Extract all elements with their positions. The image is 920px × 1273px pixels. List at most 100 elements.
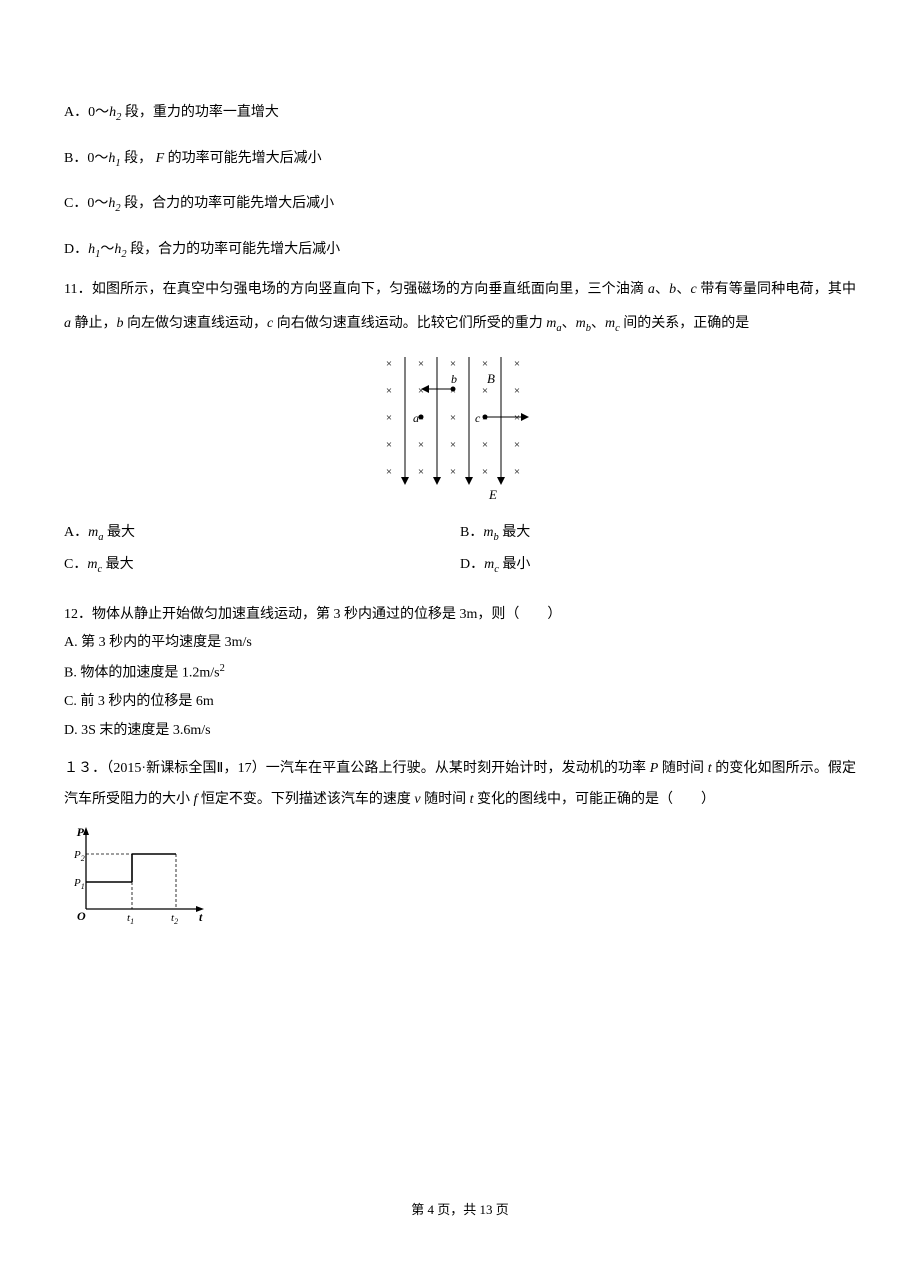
sep: 、 (676, 282, 690, 297)
sep: 、 (655, 282, 669, 297)
option-text: D． (64, 242, 88, 257)
svg-text:×: × (418, 466, 424, 478)
svg-text:×: × (514, 439, 520, 451)
q-num: 11． (64, 282, 92, 297)
svg-text:×: × (514, 385, 520, 397)
txt: 随时间 (658, 761, 707, 776)
q11-option-d: D．mc 最小 (460, 552, 856, 580)
svg-text:t2: t2 (171, 912, 178, 924)
var-m: m (483, 525, 493, 540)
power-time-graph: P P2 P1 O t1 t2 t (64, 824, 214, 924)
pre: C． (64, 557, 87, 572)
svg-text:×: × (482, 439, 488, 451)
tail: 最大 (104, 525, 136, 540)
xlabel: t (199, 910, 203, 924)
txt: 间的关系，正确的是 (620, 316, 750, 331)
svg-text:×: × (482, 385, 488, 397)
ylabel: P (77, 825, 85, 839)
pre: A． (64, 525, 88, 540)
q10-option-a: A．0～h2 段，重力的功率一直增大 (64, 100, 856, 128)
q12-option-a: A. 第 3 秒内的平均速度是 3m/s (64, 630, 856, 657)
svg-text:×: × (418, 358, 424, 370)
q13-figure: P P2 P1 O t1 t2 t (64, 824, 856, 935)
svg-text:×: × (450, 358, 456, 370)
q10-option-b: B．0～h1 段， F 的功率可能先增大后减小 (64, 146, 856, 174)
t1sub: 1 (130, 917, 134, 924)
svg-text:P1: P1 (73, 877, 85, 891)
txt: 物体从静止开始做匀加速直线运动，第 3 秒内通过的位移是 3m，则（ ） (92, 607, 561, 622)
svg-text:×: × (450, 412, 456, 424)
q10-option-c: C．0～h2 段，合力的功率可能先增大后减小 (64, 191, 856, 219)
var-f: F (156, 151, 165, 166)
pre: B． (460, 525, 483, 540)
t2sub: 2 (174, 917, 178, 924)
txt: 静止， (71, 316, 117, 331)
label-big-b: B (487, 371, 495, 386)
label-a: a (413, 411, 419, 425)
svg-text:×: × (514, 358, 520, 370)
pre: B. 物体的加速度是 1.2m/s (64, 665, 220, 680)
var-a: a (64, 316, 71, 331)
svg-text:×: × (450, 466, 456, 478)
svg-text:×: × (482, 466, 488, 478)
q13-text: １３．（2015·新课标全国Ⅱ，17）一汽车在平直公路上行驶。从某时刻开始计时，… (64, 754, 856, 816)
option-tail: 段，合力的功率可能先增大后减小 (127, 242, 341, 257)
var-m: m (546, 316, 556, 331)
txt: 恒定不变。下列描述该汽车的速度 (197, 792, 414, 807)
q-num: １３． (64, 761, 106, 776)
option-tail: 段，重力的功率一直增大 (121, 105, 279, 120)
field-diagram: ××××× ××××× ××××× ××××× ××××× a b c B E (375, 349, 545, 504)
option-text: B．0～ (64, 151, 108, 166)
footer-total: 13 (480, 1202, 493, 1217)
svg-text:×: × (386, 385, 392, 397)
sup-2: 2 (220, 663, 225, 674)
txt: 带有等量同种电荷，其中 (697, 282, 856, 297)
label-c: c (475, 411, 481, 425)
svg-text:t1: t1 (127, 912, 134, 924)
footer-mid: 页，共 (434, 1202, 480, 1217)
q11-options: A．ma 最大 B．mb 最大 C．mc 最大 D．mc 最小 (64, 520, 856, 579)
mid: ～ (100, 242, 114, 257)
txt: （2015·新课标全国Ⅱ，17）一汽车在平直公路上行驶。从某时刻开始计时，发动机… (106, 761, 649, 776)
svg-text:×: × (386, 439, 392, 451)
svg-text:×: × (418, 439, 424, 451)
svg-text:×: × (386, 466, 392, 478)
q12-option-c: C. 前 3 秒内的位移是 6m (64, 689, 856, 716)
var-m: m (88, 525, 98, 540)
tail: 最小 (499, 557, 531, 572)
option-text: A．0～ (64, 105, 109, 120)
txt: 随时间 (421, 792, 470, 807)
q11-option-a: A．ma 最大 (64, 520, 460, 548)
txt: 变化的图线中，可能正确的是（ ） (474, 792, 716, 807)
label-big-e: E (488, 487, 497, 502)
svg-text:×: × (482, 358, 488, 370)
q12-text: 12．物体从静止开始做匀加速直线运动，第 3 秒内通过的位移是 3m，则（ ） (64, 602, 856, 629)
var-m: m (87, 557, 97, 572)
pre: D． (460, 557, 484, 572)
var-a: a (648, 282, 655, 297)
q11-figure: ××××× ××××× ××××× ××××× ××××× a b c B E (64, 349, 856, 515)
option-text: C．0～ (64, 196, 108, 211)
var-m: m (484, 557, 494, 572)
q11-option-c: C．mc 最大 (64, 552, 460, 580)
sep: 、 (591, 316, 605, 331)
q12-option-b: B. 物体的加速度是 1.2m/s2 (64, 659, 856, 687)
q10-option-d: D．h1～h2 段，合力的功率可能先增大后减小 (64, 237, 856, 265)
var-b: b (117, 316, 124, 331)
option-tail: 段， (121, 151, 156, 166)
question-13: １３．（2015·新课标全国Ⅱ，17）一汽车在平直公路上行驶。从某时刻开始计时，… (64, 754, 856, 934)
svg-text:×: × (418, 385, 424, 397)
svg-text:P2: P2 (73, 849, 85, 863)
p1sub: 1 (81, 882, 85, 891)
p2sub: 2 (81, 854, 85, 863)
tail: 最大 (499, 525, 531, 540)
footer-suf: 页 (493, 1202, 509, 1217)
txt: 向左做匀速直线运动， (124, 316, 268, 331)
svg-text:×: × (386, 358, 392, 370)
option-tail2: 的功率可能先增大后减小 (164, 151, 322, 166)
svg-text:×: × (450, 439, 456, 451)
var-m: m (605, 316, 615, 331)
svg-text:×: × (514, 466, 520, 478)
question-12: 12．物体从静止开始做匀加速直线运动，第 3 秒内通过的位移是 3m，则（ ） … (64, 602, 856, 745)
q11-option-b: B．mb 最大 (460, 520, 856, 548)
